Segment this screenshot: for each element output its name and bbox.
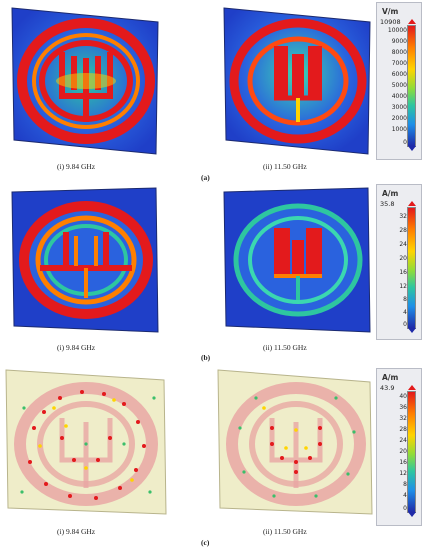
colorbar-c-tick: 8 xyxy=(403,481,407,488)
colorbar-a-tick: 9000 xyxy=(391,38,407,45)
row-a: (i) 9.84 GHz (ii) 11.50 GHz (a) V/m 1090… xyxy=(0,0,427,182)
colorbar-a-tick: 1000 xyxy=(391,126,407,133)
colorbar-a-tick: 5000 xyxy=(391,82,407,89)
colorbar-c-tick: 12 xyxy=(399,470,407,477)
colorbar-c-max: 43.9 xyxy=(380,384,395,392)
current-vector-plot-9-84ghz xyxy=(5,369,167,515)
colorbar-a: V/m 10908 10000 9000 8000 7000 6000 5000… xyxy=(376,2,422,160)
colorbar-c-tick: 40 xyxy=(399,393,407,400)
caption-c-right: (ii) 11.50 GHz xyxy=(263,527,307,536)
colorbar-c-tick: 24 xyxy=(399,437,407,444)
colorbar-b-tick: 28 xyxy=(399,227,407,234)
caption-a-right: (ii) 11.50 GHz xyxy=(263,162,307,171)
colorbar-a-gradient xyxy=(407,25,416,147)
colorbar-a-tick: 0 xyxy=(403,139,407,146)
colorbar-b-min-marker xyxy=(408,328,416,333)
colorbar-b-tick: 0 xyxy=(403,321,407,328)
colorbar-b-unit: A/m xyxy=(382,189,399,198)
colorbar-a-tick: 7000 xyxy=(391,60,407,67)
colorbar-b-max-marker xyxy=(408,201,416,206)
colorbar-a-tick: 3000 xyxy=(391,104,407,111)
colorbar-c-tick: 20 xyxy=(399,448,407,455)
surface-current-plot-11-50ghz xyxy=(223,187,371,333)
row-label-c: (c) xyxy=(201,538,210,547)
colorbar-b-max: 35.8 xyxy=(380,200,395,208)
colorbar-c-tick: 4 xyxy=(403,492,407,499)
caption-b-left: (i) 9.84 GHz xyxy=(57,343,96,352)
colorbar-a-unit: V/m xyxy=(382,7,399,16)
current-vector-plot-11-50ghz xyxy=(217,369,373,515)
row-b: (i) 9.84 GHz (ii) 11.50 GHz (b) A/m 35.8… xyxy=(0,182,427,362)
colorbar-c-unit: A/m xyxy=(382,373,399,382)
colorbar-b: A/m 35.8 32 28 24 20 16 12 8 4 0 xyxy=(376,184,422,340)
caption-c-left: (i) 9.84 GHz xyxy=(57,527,96,536)
colorbar-c-tick: 36 xyxy=(399,404,407,411)
colorbar-b-tick: 32 xyxy=(399,213,407,220)
colorbar-b-tick: 8 xyxy=(403,296,407,303)
colorbar-c-gradient xyxy=(407,391,416,513)
colorbar-c-min-marker xyxy=(408,512,416,517)
colorbar-c-max-marker xyxy=(408,385,416,390)
colorbar-a-tick: 4000 xyxy=(391,93,407,100)
colorbar-a-max: 10908 xyxy=(380,18,401,26)
surface-current-plot-9-84ghz xyxy=(11,187,159,333)
colorbar-a-tick: 2000 xyxy=(391,115,407,122)
colorbar-a-max-marker xyxy=(408,19,416,24)
colorbar-a-tick: 10000 xyxy=(387,27,407,34)
colorbar-b-tick: 24 xyxy=(399,241,407,248)
colorbar-c-tick: 0 xyxy=(403,505,407,512)
colorbar-c: A/m 43.9 40 36 32 28 24 20 16 12 8 4 0 xyxy=(376,368,422,526)
row-c: (i) 9.84 GHz (ii) 11.50 GHz (c) A/m 43.9… xyxy=(0,364,427,550)
colorbar-b-tick: 20 xyxy=(399,255,407,262)
colorbar-b-gradient xyxy=(407,207,416,329)
colorbar-c-tick: 32 xyxy=(399,415,407,422)
colorbar-c-tick: 16 xyxy=(399,459,407,466)
colorbar-a-tick: 6000 xyxy=(391,71,407,78)
colorbar-b-tick: 12 xyxy=(399,283,407,290)
caption-b-right: (ii) 11.50 GHz xyxy=(263,343,307,352)
colorbar-c-tick: 28 xyxy=(399,426,407,433)
colorbar-b-tick: 16 xyxy=(399,269,407,276)
colorbar-b-tick: 4 xyxy=(403,309,407,316)
e-field-plot-9-84ghz xyxy=(11,7,159,155)
caption-a-left: (i) 9.84 GHz xyxy=(57,162,96,171)
colorbar-a-min-marker xyxy=(408,146,416,151)
e-field-plot-11-50ghz xyxy=(223,7,371,155)
row-label-a: (a) xyxy=(201,173,210,182)
colorbar-a-tick: 8000 xyxy=(391,49,407,56)
row-label-b: (b) xyxy=(201,353,211,362)
